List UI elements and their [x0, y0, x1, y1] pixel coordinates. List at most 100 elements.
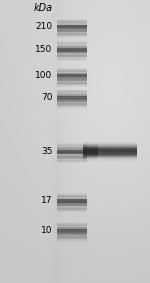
Bar: [57, 231, 87, 233]
Bar: [57, 93, 87, 94]
Bar: [57, 59, 87, 60]
Bar: [57, 37, 87, 38]
Text: kDa: kDa: [33, 3, 52, 14]
Bar: [82, 141, 136, 143]
Bar: [57, 232, 87, 234]
Bar: [57, 86, 87, 87]
Bar: [57, 198, 87, 199]
Bar: [57, 27, 87, 28]
Bar: [57, 104, 87, 106]
Bar: [57, 226, 87, 227]
Bar: [57, 52, 87, 53]
Bar: [82, 143, 136, 145]
Bar: [82, 160, 136, 162]
Bar: [82, 158, 136, 160]
Bar: [57, 49, 87, 50]
Bar: [57, 152, 87, 154]
Bar: [82, 151, 98, 153]
Bar: [82, 158, 98, 159]
Bar: [57, 54, 87, 55]
Bar: [57, 154, 87, 155]
Bar: [82, 150, 136, 153]
Bar: [57, 50, 87, 52]
Bar: [57, 160, 87, 161]
Bar: [57, 90, 87, 92]
Bar: [57, 106, 87, 107]
Bar: [57, 68, 87, 69]
Bar: [57, 241, 87, 242]
Bar: [57, 44, 87, 45]
Bar: [57, 238, 87, 239]
Bar: [57, 79, 87, 81]
Bar: [82, 157, 136, 159]
Bar: [57, 32, 87, 33]
Bar: [82, 154, 136, 156]
Bar: [82, 158, 98, 160]
Bar: [57, 147, 87, 149]
Bar: [57, 77, 87, 78]
Bar: [57, 193, 87, 194]
Bar: [57, 98, 87, 100]
Text: 35: 35: [41, 147, 52, 156]
Bar: [82, 153, 136, 155]
Bar: [57, 102, 87, 103]
Bar: [57, 35, 87, 37]
Bar: [57, 240, 87, 241]
Bar: [57, 103, 87, 104]
Bar: [82, 143, 98, 145]
Bar: [57, 230, 87, 231]
Bar: [82, 144, 136, 146]
Bar: [57, 53, 87, 54]
Bar: [82, 156, 136, 158]
Text: 10: 10: [41, 226, 52, 235]
Bar: [57, 25, 87, 26]
Bar: [57, 234, 87, 235]
Bar: [57, 98, 87, 100]
Bar: [82, 155, 98, 157]
Bar: [57, 48, 87, 49]
Bar: [57, 19, 87, 20]
Bar: [82, 140, 136, 142]
Bar: [57, 25, 87, 27]
Bar: [57, 208, 87, 210]
Bar: [57, 201, 87, 202]
Bar: [57, 30, 87, 32]
Bar: [57, 85, 87, 86]
Bar: [82, 148, 136, 150]
Bar: [57, 92, 87, 93]
Bar: [82, 161, 136, 163]
Bar: [57, 205, 87, 207]
Bar: [82, 148, 98, 150]
Bar: [57, 50, 87, 51]
Bar: [82, 152, 98, 153]
Bar: [57, 199, 87, 200]
Bar: [82, 153, 136, 155]
Bar: [57, 23, 87, 24]
Bar: [82, 160, 98, 162]
Bar: [82, 141, 98, 143]
Bar: [57, 94, 87, 95]
Bar: [57, 203, 87, 204]
Bar: [57, 103, 87, 105]
Bar: [82, 155, 136, 157]
Bar: [57, 233, 87, 235]
Bar: [82, 149, 98, 151]
Bar: [57, 151, 87, 153]
Bar: [57, 227, 87, 228]
Bar: [57, 45, 87, 46]
Bar: [82, 156, 98, 158]
Bar: [57, 55, 87, 56]
Bar: [57, 225, 87, 226]
Bar: [57, 57, 87, 58]
Bar: [57, 24, 87, 25]
Bar: [57, 203, 87, 205]
Bar: [82, 145, 98, 146]
Bar: [57, 51, 87, 53]
Bar: [82, 161, 98, 162]
Bar: [82, 146, 98, 148]
Bar: [57, 75, 87, 76]
Bar: [57, 207, 87, 209]
Bar: [82, 143, 98, 145]
Bar: [57, 155, 87, 156]
Bar: [82, 154, 98, 155]
